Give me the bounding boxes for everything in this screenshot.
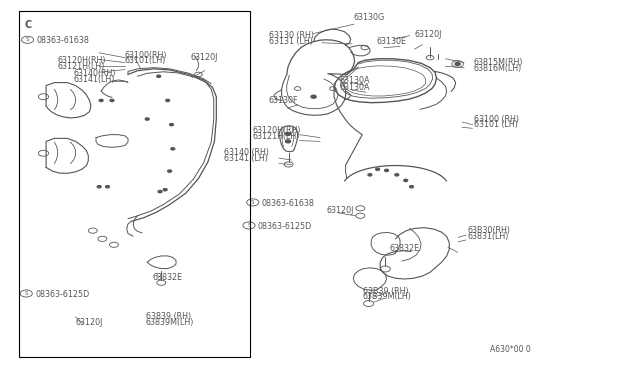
Circle shape — [110, 99, 114, 102]
Text: 63121H(LH): 63121H(LH) — [58, 62, 105, 71]
Circle shape — [376, 168, 380, 170]
Text: 63130 (RH): 63130 (RH) — [269, 31, 314, 40]
Text: 63839M(LH): 63839M(LH) — [146, 318, 195, 327]
Text: 63120H(RH): 63120H(RH) — [58, 56, 106, 65]
Text: C: C — [24, 20, 31, 31]
Text: 63130G: 63130G — [354, 13, 385, 22]
Text: 63B39M(LH): 63B39M(LH) — [363, 292, 412, 301]
Text: S: S — [24, 291, 28, 296]
Circle shape — [285, 132, 291, 135]
Text: 63831(LH): 63831(LH) — [467, 232, 509, 241]
Text: 63832E: 63832E — [389, 244, 419, 253]
Text: 63101(LH): 63101(LH) — [125, 56, 166, 65]
Circle shape — [368, 174, 372, 176]
Circle shape — [158, 190, 162, 193]
Text: 63121H(LH): 63121H(LH) — [253, 132, 300, 141]
Bar — [19, 11, 250, 357]
Text: 63120J: 63120J — [326, 206, 354, 215]
Text: 63130A: 63130A — [339, 83, 370, 92]
Circle shape — [404, 179, 408, 182]
Circle shape — [285, 140, 291, 143]
Text: 63140 (RH): 63140 (RH) — [224, 148, 269, 157]
Text: 63100(RH): 63100(RH) — [125, 51, 167, 60]
Text: 63815M(RH): 63815M(RH) — [474, 58, 523, 67]
Text: 08363-6125D: 08363-6125D — [35, 290, 90, 299]
Text: 08363-61638: 08363-61638 — [262, 199, 315, 208]
Text: S: S — [251, 200, 255, 205]
Circle shape — [455, 62, 460, 65]
Text: 63120J: 63120J — [415, 30, 442, 39]
Circle shape — [171, 148, 175, 150]
Circle shape — [168, 170, 172, 172]
Circle shape — [163, 189, 167, 191]
Circle shape — [97, 186, 101, 188]
Text: 63140(RH): 63140(RH) — [74, 69, 116, 78]
Text: A630*00 0: A630*00 0 — [490, 345, 531, 354]
Text: 63832E: 63832E — [152, 273, 182, 282]
Text: 63B39 (RH): 63B39 (RH) — [363, 287, 408, 296]
Text: 63816M(LH): 63816M(LH) — [474, 64, 522, 73]
Text: 63130A: 63130A — [339, 76, 370, 85]
Circle shape — [410, 186, 413, 188]
Circle shape — [157, 75, 161, 77]
Text: 63120J: 63120J — [76, 318, 103, 327]
Text: 63B30(RH): 63B30(RH) — [467, 226, 510, 235]
Text: 63130F: 63130F — [269, 96, 298, 105]
Circle shape — [311, 95, 316, 98]
Text: 63141 (LH): 63141 (LH) — [224, 154, 268, 163]
Circle shape — [99, 99, 103, 102]
Text: S: S — [26, 37, 29, 42]
Text: 63100 (RH): 63100 (RH) — [474, 115, 518, 124]
Circle shape — [106, 186, 109, 188]
Text: 63130E: 63130E — [376, 37, 406, 46]
Circle shape — [395, 174, 399, 176]
Text: 63120H(RH): 63120H(RH) — [253, 126, 301, 135]
Text: 63141(LH): 63141(LH) — [74, 75, 115, 84]
Text: 63120J: 63120J — [191, 54, 218, 62]
Circle shape — [166, 99, 170, 102]
Circle shape — [385, 169, 388, 171]
Text: 63131 (LH): 63131 (LH) — [269, 37, 313, 46]
Text: 63101 (LH): 63101 (LH) — [474, 121, 518, 129]
Circle shape — [145, 118, 149, 120]
Circle shape — [170, 124, 173, 126]
Text: S: S — [247, 223, 251, 228]
Text: 08363-61638: 08363-61638 — [36, 36, 90, 45]
Text: 08363-6125D: 08363-6125D — [258, 222, 312, 231]
Text: 63839 (RH): 63839 (RH) — [146, 312, 191, 321]
